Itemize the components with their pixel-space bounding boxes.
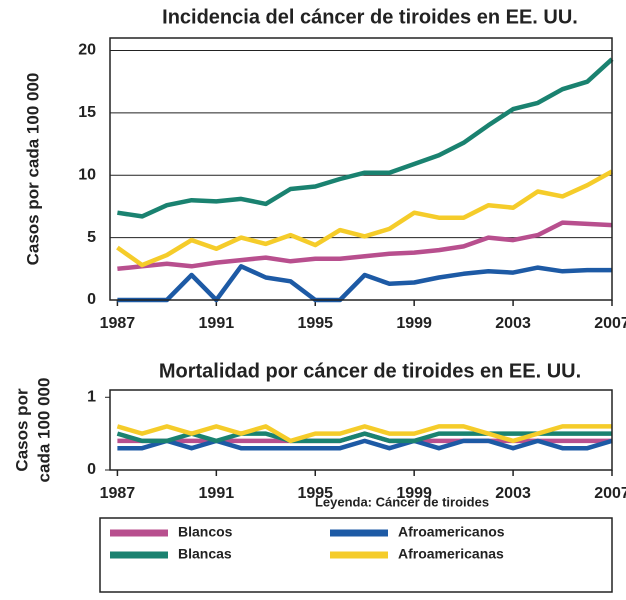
x-tick-label: 2003 [495,485,531,502]
x-tick-label: 1999 [396,315,432,332]
x-tick-label: 1999 [396,485,432,502]
y-tick-label: 20 [78,42,96,59]
x-tick-label: 1987 [100,315,136,332]
x-tick-label: 1995 [297,485,333,502]
plot-frame [109,37,613,301]
series-line [116,424,612,444]
y-tick-label: 1 [87,388,96,405]
x-tick-label: 1991 [199,315,235,332]
legend-box [99,517,613,593]
x-tick-label: 2003 [495,315,531,332]
legend-label: Afroamericanos [398,524,505,540]
y-axis-label: Casos por cada 100 000 [23,73,42,266]
x-tick-label: 2007 [594,315,626,332]
plot-frame [109,389,613,471]
legend-label: Afroamericanas [398,546,504,562]
y-tick-label: 0 [87,461,96,478]
x-tick-label: 2007 [594,485,626,502]
legend-label: Blancos [178,524,233,540]
x-tick-label: 1987 [100,485,136,502]
x-tick-label: 1995 [297,315,333,332]
series-line [117,57,614,219]
series-line [117,220,613,272]
series-line [117,264,612,303]
y-axis-label: Casos por [12,388,31,472]
y-tick-label: 15 [78,104,96,121]
chart-title: Mortalidad por cáncer de tiroides en EE.… [159,360,581,382]
legend-label: Blancas [178,546,232,562]
series-line [116,169,614,268]
y-tick-label: 5 [87,229,96,246]
y-axis-label: cada 100 000 [34,378,53,483]
legend-title: Leyenda: Cáncer de tiroides [315,494,489,509]
x-tick-label: 1991 [199,485,235,502]
series-line [117,438,613,451]
series-line [116,431,612,444]
y-tick-label: 10 [78,166,96,183]
y-tick-label: 0 [87,291,96,308]
chart-title: Incidencia del cáncer de tiroides en EE.… [162,6,578,28]
